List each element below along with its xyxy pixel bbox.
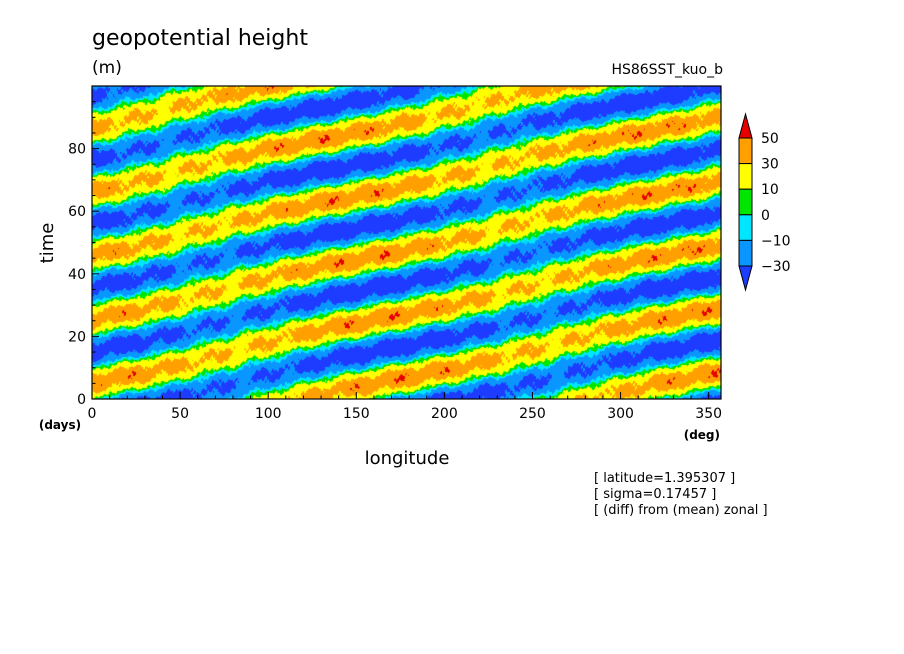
x-tick-label: 100 — [255, 406, 282, 422]
x-tick-label: 300 — [607, 406, 634, 422]
y-tick-label: 20 — [68, 329, 86, 345]
colorbar-segment — [738, 188, 753, 216]
y-axis: 0 20 40 60 80 — [68, 101, 99, 408]
y-tick-label: 40 — [68, 267, 86, 283]
y-axis-label: time — [37, 223, 58, 264]
x-tick-label: 50 — [171, 406, 189, 422]
y-tick-label: 0 — [77, 392, 86, 408]
colorbar-label: 10 — [761, 182, 779, 198]
colorbar-segment — [738, 137, 753, 165]
plot-area — [91, 85, 722, 400]
colorbar-cap-bottom — [738, 265, 753, 292]
colorbar-label: 0 — [761, 208, 770, 224]
colorbar-cap-top — [738, 112, 753, 139]
colorbar-segment — [738, 163, 753, 190]
units-label: (m) — [92, 58, 122, 78]
y-axis-unit: (days) — [39, 418, 81, 432]
y-tick-label: 80 — [68, 142, 86, 158]
colorbar-label: 50 — [761, 131, 779, 147]
note-diff: [ (diff) from (mean) zonal ] — [594, 503, 768, 518]
colorbar-label: −30 — [761, 259, 791, 275]
contour-field — [92, 86, 721, 399]
x-tick-label: 150 — [343, 406, 370, 422]
x-tick-label: 250 — [519, 406, 546, 422]
note-sigma: [ sigma=0.17457 ] — [594, 487, 716, 502]
y-tick-label: 60 — [68, 204, 86, 220]
experiment-label: HS86SST_kuo_b — [611, 62, 723, 78]
colorbar-label: 30 — [761, 157, 779, 173]
x-axis-label: longitude — [365, 448, 450, 469]
chart-title: geopotential height — [92, 26, 308, 51]
x-tick-label: 200 — [431, 406, 458, 422]
colorbar-segment — [738, 239, 753, 267]
note-latitude: [ latitude=1.395307 ] — [594, 471, 735, 486]
x-axis-unit: (deg) — [684, 428, 720, 442]
colorbar-segment — [738, 214, 753, 241]
x-tick-label: 350 — [695, 406, 722, 422]
colorbar-label: −10 — [761, 233, 791, 249]
x-axis: 0 50 100 150 200 250 300 350 — [88, 392, 722, 422]
x-tick-label: 0 — [88, 406, 97, 422]
colorbar: 50 30 10 0 −10 −30 — [738, 112, 791, 292]
